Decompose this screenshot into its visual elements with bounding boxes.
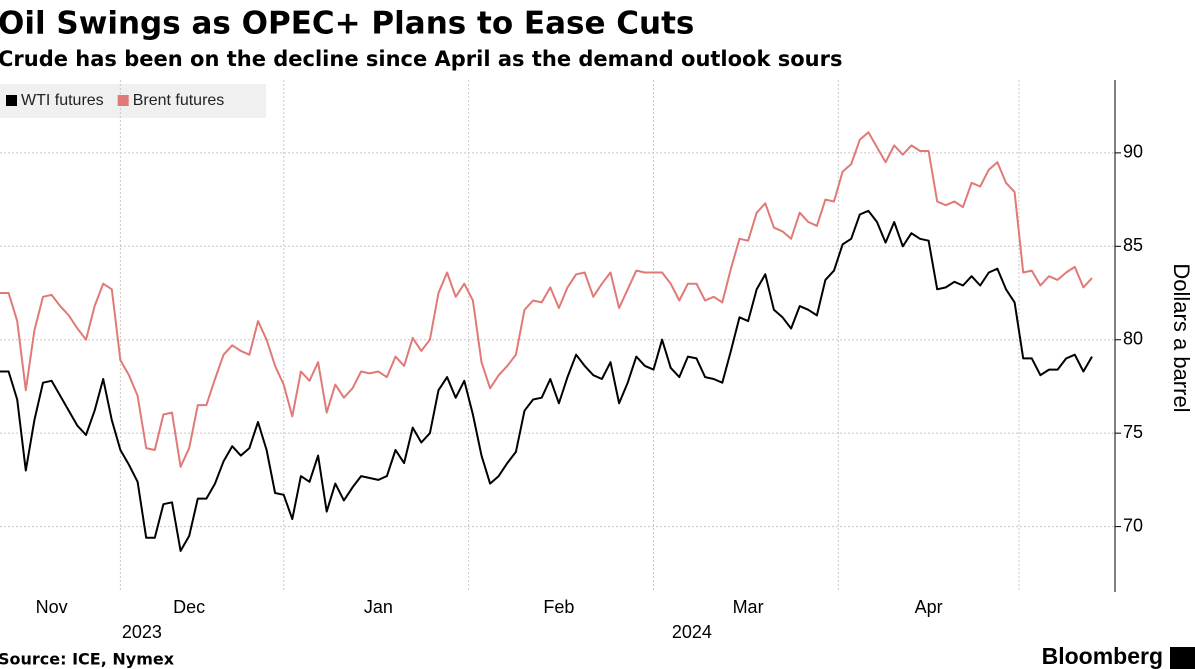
y-tick-label: 90 [1123, 142, 1143, 162]
year-label: 2024 [672, 622, 712, 642]
x-tick-label: Mar [733, 597, 764, 617]
legend-box [0, 84, 266, 118]
x-tick-label: Jan [364, 597, 393, 617]
legend-swatch [117, 95, 129, 106]
year-label: 2023 [122, 622, 162, 642]
legend-swatch [6, 95, 17, 106]
series-line [0, 209, 1093, 552]
series-line [0, 131, 1093, 468]
y-tick-label: 70 [1123, 515, 1143, 535]
y-tick-label: 80 [1123, 328, 1143, 348]
source: Source: ICE, Nymex [0, 650, 175, 669]
y-tick-label: 75 [1123, 422, 1143, 442]
legend-label: Brent futures [133, 92, 225, 109]
y-axis-title: Dollars a barrel [1169, 263, 1194, 412]
legend-label: WTI futures [21, 92, 104, 109]
y-tick-label: 85 [1123, 235, 1143, 255]
x-tick-label: Apr [915, 597, 943, 617]
x-tick-label: Feb [543, 597, 574, 617]
x-tick-label: Nov [36, 597, 68, 617]
chart-title: Oil Swings as OPEC+ Plans to Ease Cuts [0, 6, 694, 42]
chart-subtitle: Crude has been on the decline since Apri… [0, 47, 843, 71]
brand: Bloomberg [1042, 643, 1163, 669]
brand-mark [1170, 647, 1195, 669]
x-tick-label: Dec [173, 597, 205, 617]
